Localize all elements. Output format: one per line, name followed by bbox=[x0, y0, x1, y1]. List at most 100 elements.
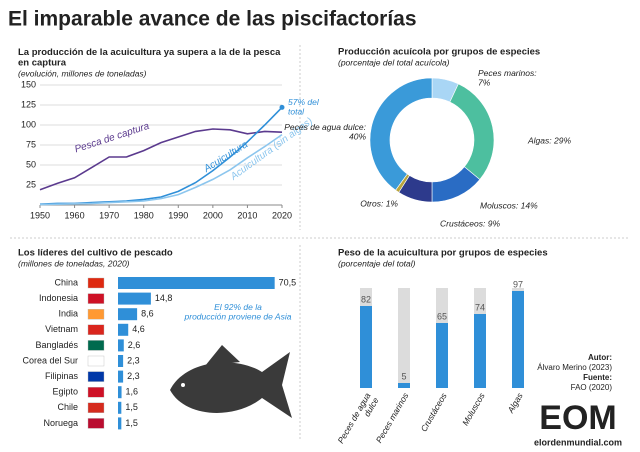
logo: EOM bbox=[539, 399, 616, 437]
flag bbox=[87, 371, 105, 382]
value-label: 74 bbox=[475, 302, 485, 312]
x-tick-label: 1980 bbox=[134, 210, 154, 220]
value-label: 65 bbox=[437, 311, 447, 321]
slice-label: Peces marinos: 7% bbox=[478, 68, 537, 87]
category-label: Indonesia bbox=[39, 293, 78, 303]
y-tick-label: 75 bbox=[26, 139, 36, 149]
donut-slice bbox=[449, 83, 495, 180]
credit: Álvaro Merino (2023) bbox=[537, 363, 612, 372]
bar bbox=[474, 314, 486, 388]
fish bbox=[170, 345, 292, 418]
category-label: Peces marinos bbox=[374, 390, 411, 444]
bar bbox=[118, 417, 122, 430]
x-tick-label: 2000 bbox=[203, 210, 223, 220]
category-label: China bbox=[54, 277, 78, 287]
donut-slice bbox=[369, 77, 433, 191]
slice-label: Crustáceos: 9% bbox=[440, 218, 500, 228]
y-tick-label: 150 bbox=[21, 79, 36, 89]
y-tick-label: 50 bbox=[26, 159, 36, 169]
bar bbox=[118, 292, 151, 305]
flag bbox=[87, 387, 105, 398]
value-label: 2,3 bbox=[127, 371, 140, 381]
flag bbox=[87, 309, 105, 320]
bar bbox=[436, 323, 448, 388]
bar bbox=[118, 355, 124, 367]
flag bbox=[87, 293, 105, 304]
flag bbox=[87, 355, 105, 367]
bar bbox=[118, 386, 122, 399]
bar bbox=[118, 370, 124, 383]
value-label: 70,5 bbox=[279, 277, 297, 287]
x-tick-label: 2010 bbox=[237, 210, 257, 220]
x-tick-label: 1990 bbox=[168, 210, 188, 220]
category-label: Crustáceos bbox=[419, 390, 450, 433]
annotation: 57% del total bbox=[288, 97, 320, 116]
category-label: Moluscos bbox=[460, 390, 487, 427]
bar bbox=[398, 383, 410, 388]
chart-title: Producción acuícola por grupos de especi… bbox=[338, 47, 540, 58]
bar bbox=[118, 323, 129, 336]
category-label: Filipinas bbox=[45, 371, 79, 381]
bar-background bbox=[398, 288, 410, 388]
chart-subtitle: (evolución, millones de toneladas) bbox=[18, 68, 147, 78]
main-title: El imparable avance de las piscifactoría… bbox=[8, 8, 417, 31]
category-label: Egipto bbox=[52, 387, 78, 397]
chart-subtitle: (porcentaje del total) bbox=[338, 258, 416, 268]
credit: FAO (2020) bbox=[571, 383, 613, 392]
flag bbox=[87, 324, 105, 335]
series-line bbox=[39, 128, 283, 191]
y-tick-label: 100 bbox=[21, 119, 36, 129]
value-label: 2,3 bbox=[127, 355, 140, 365]
flag bbox=[87, 402, 105, 413]
bar bbox=[118, 308, 138, 321]
flag bbox=[87, 340, 105, 351]
x-tick-label: 2020 bbox=[272, 210, 292, 220]
value-label: 97 bbox=[513, 279, 523, 289]
value-label: 8,6 bbox=[141, 309, 154, 319]
slice-label: Otros: 1% bbox=[360, 198, 398, 208]
slice-label: Algas: 29% bbox=[527, 135, 571, 145]
series-label: Pesca de captura bbox=[73, 121, 151, 156]
category-label: Corea del Sur bbox=[22, 355, 78, 365]
y-tick-label: 125 bbox=[21, 99, 36, 109]
credit: Autor: bbox=[588, 353, 612, 362]
value-label: 4,6 bbox=[132, 324, 145, 334]
category-label: India bbox=[58, 309, 78, 319]
category-label: Noruega bbox=[43, 418, 78, 428]
annotation: El 92% de la producción proviene de Asia bbox=[184, 302, 292, 321]
chart-title: Los líderes del cultivo de pescado bbox=[18, 248, 173, 259]
category-label: Algas bbox=[505, 390, 525, 415]
value-label: 2,6 bbox=[128, 340, 141, 350]
chart-title: La producción de la acuicultura ya super… bbox=[18, 47, 281, 68]
value-label: 1,5 bbox=[125, 418, 138, 428]
x-tick-label: 1970 bbox=[99, 210, 119, 220]
bar bbox=[118, 401, 122, 414]
category-label: Chile bbox=[57, 402, 78, 412]
x-tick-label: 1960 bbox=[65, 210, 85, 220]
category-label: Bangladés bbox=[35, 340, 78, 350]
category-label: Vietnam bbox=[45, 324, 78, 334]
chart-subtitle: (millones de toneladas, 2020) bbox=[18, 258, 130, 268]
x-tick-label: 1950 bbox=[30, 210, 50, 220]
credit: Fuente: bbox=[583, 373, 612, 382]
slice-label: Peces de agua dulce: 40% bbox=[284, 122, 366, 141]
chart-subtitle: (porcentaje del total acuícola) bbox=[338, 57, 450, 67]
value-label: 1,5 bbox=[125, 402, 138, 412]
bar bbox=[118, 339, 124, 352]
bar bbox=[360, 306, 372, 388]
series-line bbox=[39, 133, 283, 206]
flag bbox=[87, 418, 105, 429]
flag bbox=[87, 277, 105, 289]
site: elordenmundial.com bbox=[534, 437, 622, 447]
value-label: 5 bbox=[401, 371, 406, 381]
slice-label: Moluscos: 14% bbox=[480, 200, 538, 210]
series-line bbox=[39, 106, 283, 205]
y-tick-label: 25 bbox=[26, 179, 36, 189]
bar bbox=[118, 277, 275, 289]
value-label: 82 bbox=[361, 294, 371, 304]
value-label: 1,6 bbox=[126, 387, 139, 397]
end-point bbox=[279, 104, 285, 110]
chart-title: Peso de la acuicultura por grupos de esp… bbox=[338, 248, 548, 259]
value-label: 14,8 bbox=[155, 293, 173, 303]
